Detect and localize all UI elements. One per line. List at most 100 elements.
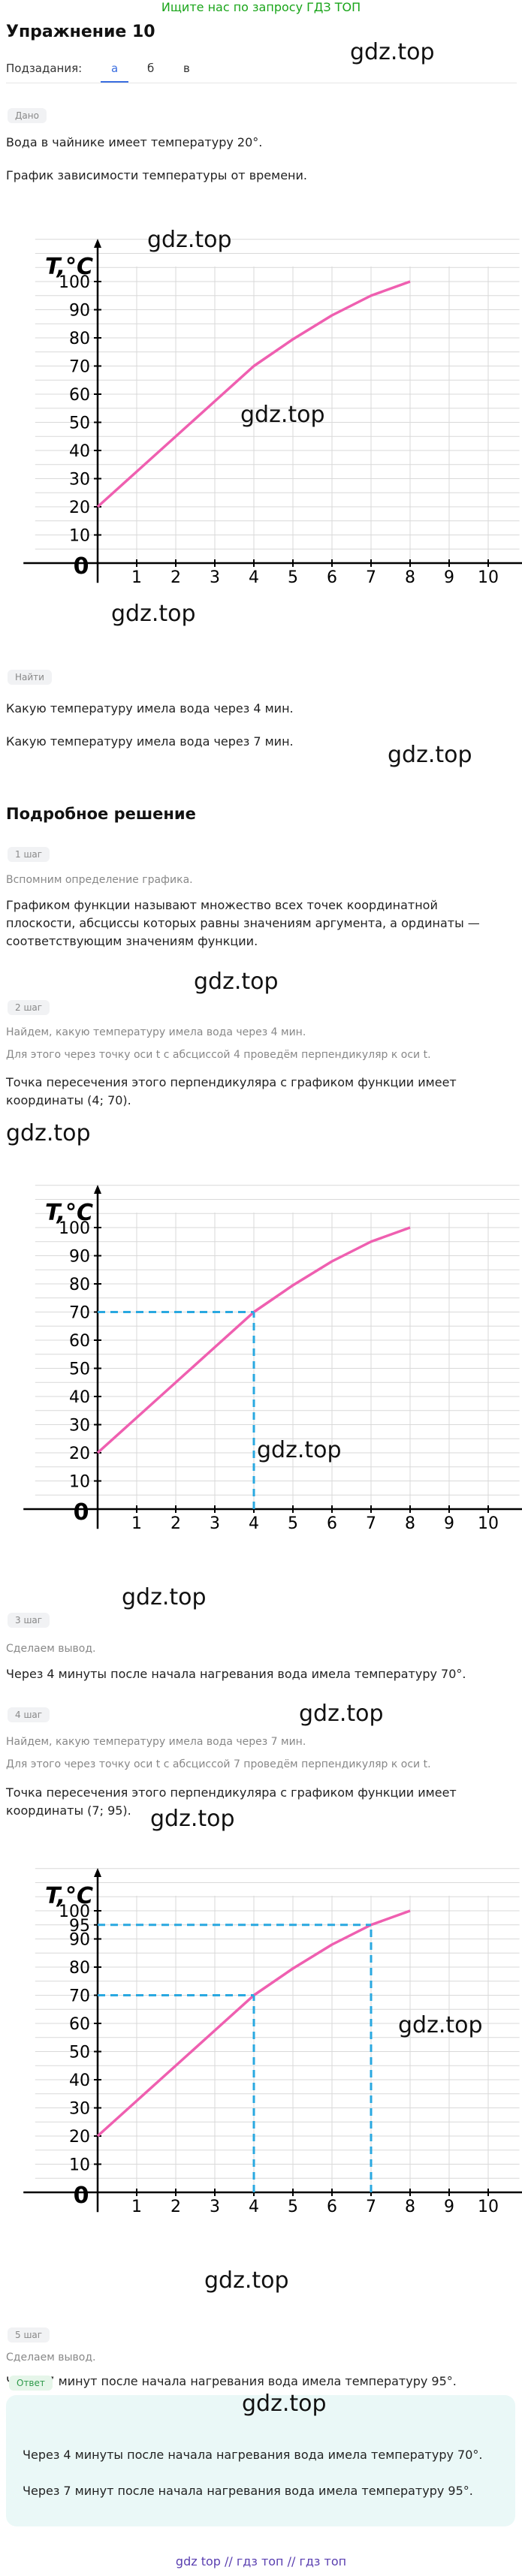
step-3-text: Через 4 минуты после начала нагревания в… bbox=[6, 1667, 466, 1681]
y-tick-label: 40 bbox=[69, 2071, 90, 2090]
answer-text-2: Через 7 минут после начала нагревания во… bbox=[23, 2484, 473, 2498]
x-tick-label: 9 bbox=[444, 1514, 454, 1533]
watermark: gdz.top bbox=[388, 742, 472, 768]
footer-links[interactable]: gdz top // гдз топ // гдз топ bbox=[175, 2554, 347, 2568]
x-tick-label: 6 bbox=[327, 568, 337, 587]
x-tick-label: 6 bbox=[327, 1514, 337, 1533]
y-tick-label: 20 bbox=[69, 1445, 90, 1463]
answer-badge: Ответ bbox=[9, 2376, 53, 2391]
x-tick-label: 8 bbox=[405, 1514, 415, 1533]
step-4-hint-1: Найдем, какую температуру имела вода чер… bbox=[6, 1736, 306, 1748]
watermark: gdz.top bbox=[147, 227, 232, 253]
x-tick-label: 2 bbox=[170, 568, 181, 587]
x-tick-label: 0 bbox=[74, 2183, 89, 2209]
y-tick-label: 40 bbox=[69, 1388, 90, 1407]
step-3-badge: 3 шаг bbox=[8, 1613, 50, 1628]
y-tick-label: 50 bbox=[69, 2044, 90, 2062]
watermark: gdz.top bbox=[398, 2012, 483, 2038]
watermark: gdz.top bbox=[122, 1584, 207, 1610]
subtasks-label: Подзадания: bbox=[6, 62, 83, 75]
step-1-hint: Вспомним определение графика. bbox=[6, 874, 193, 886]
tab-b[interactable]: б bbox=[147, 62, 155, 75]
x-tick-label: 5 bbox=[288, 2198, 298, 2216]
x-tick-label: 6 bbox=[327, 2198, 337, 2216]
watermark: gdz.top bbox=[240, 402, 325, 428]
x-tick-label: 9 bbox=[444, 568, 454, 587]
tab-v[interactable]: в bbox=[183, 62, 190, 75]
step-2-hint-2: Для этого через точку оси t с абсциссой … bbox=[6, 1049, 431, 1061]
step-5-badge: 5 шаг bbox=[8, 2327, 50, 2343]
x-tick-label: 3 bbox=[210, 2198, 220, 2216]
y-tick-label: 50 bbox=[69, 414, 90, 433]
watermark: gdz.top bbox=[204, 2267, 289, 2294]
y-tick-label: 10 bbox=[69, 2156, 90, 2175]
y-tick-label: 50 bbox=[69, 1360, 90, 1379]
y-axis-arrow bbox=[94, 239, 101, 248]
x-tick-label: 10 bbox=[478, 1514, 499, 1533]
y-tick-label: 60 bbox=[69, 1332, 90, 1351]
answer-box bbox=[6, 2395, 515, 2526]
temperature-curve bbox=[96, 280, 411, 508]
given-text-2: График зависимости температуры от времен… bbox=[6, 168, 307, 182]
y-tick-label: 80 bbox=[69, 1959, 90, 1978]
y-tick-label: 90 bbox=[69, 302, 90, 321]
step-3-hint: Сделаем вывод. bbox=[6, 1643, 96, 1655]
watermark: gdz.top bbox=[111, 601, 196, 627]
top-search-link[interactable]: Ищите нас по запросу ГДЗ ТОП bbox=[161, 0, 361, 14]
y-tick-label: 100 bbox=[59, 273, 90, 292]
watermark: gdz.top bbox=[150, 1806, 235, 1832]
x-tick-label: 7 bbox=[366, 568, 376, 587]
x-tick-label: 4 bbox=[249, 568, 259, 587]
exercise-title: Упражнение 10 bbox=[6, 23, 155, 41]
x-tick-label: 7 bbox=[366, 2198, 376, 2216]
watermark: gdz.top bbox=[194, 969, 279, 995]
x-tick-label: 1 bbox=[131, 1514, 142, 1533]
y-tick-label: 100 bbox=[59, 1219, 90, 1238]
step-4-hint-2: Для этого через точку оси t с абсциссой … bbox=[6, 1758, 431, 1770]
watermark: gdz.top bbox=[350, 39, 435, 65]
subtasks-bar: Подзадания: а б в bbox=[6, 62, 190, 83]
y-tick-label: 30 bbox=[69, 2100, 90, 2119]
y-tick-label: 30 bbox=[69, 1417, 90, 1436]
watermark: gdz.top bbox=[6, 1120, 91, 1146]
y-axis-label: T,°C bbox=[45, 1883, 93, 1909]
watermark: gdz.top bbox=[299, 1701, 384, 1727]
y-tick-label: 40 bbox=[69, 442, 90, 461]
y-tick-label: 10 bbox=[69, 527, 90, 546]
x-tick-label: 10 bbox=[478, 2198, 499, 2216]
solution-title: Подробное решение bbox=[6, 805, 196, 823]
x-tick-label: 5 bbox=[288, 1514, 298, 1533]
y-tick-label: 80 bbox=[69, 1276, 90, 1294]
y-axis-label: T,°C bbox=[45, 1200, 93, 1226]
x-tick-label: 8 bbox=[405, 568, 415, 587]
y-tick-label: 70 bbox=[69, 1987, 90, 2006]
y-tick-label: 20 bbox=[69, 2128, 90, 2147]
x-tick-label: 5 bbox=[288, 568, 298, 587]
y-tick-label: 70 bbox=[69, 1304, 90, 1323]
y-tick-label: 10 bbox=[69, 1473, 90, 1492]
y-axis-arrow bbox=[94, 1868, 101, 1877]
x-tick-label: 4 bbox=[249, 2198, 259, 2216]
x-tick-label: 0 bbox=[74, 1499, 89, 1526]
y-tick-label: 100 bbox=[59, 1903, 90, 1921]
y-tick-label: 30 bbox=[69, 471, 90, 490]
given-text-1: Вода в чайнике имеет температуру 20°. bbox=[6, 135, 263, 149]
x-tick-label: 0 bbox=[74, 553, 89, 580]
x-tick-label: 8 bbox=[405, 2198, 415, 2216]
step-4-text: Точка пересечения этого перпендикуляра с… bbox=[6, 1785, 457, 1818]
x-tick-label: 2 bbox=[170, 1514, 181, 1533]
step-1-badge: 1 шаг bbox=[8, 847, 50, 862]
tab-a[interactable]: а bbox=[100, 62, 129, 83]
find-badge: Найти bbox=[8, 670, 52, 685]
x-tick-label: 1 bbox=[131, 2198, 142, 2216]
y-tick-label: 70 bbox=[69, 358, 90, 377]
x-tick-label: 10 bbox=[478, 568, 499, 587]
step-1-text: Графиком функции называют множество всех… bbox=[6, 898, 480, 948]
y-tick-label: 95 bbox=[69, 1917, 90, 1936]
answer-text-1: Через 4 минуты после начала нагревания в… bbox=[23, 2448, 483, 2462]
y-tick-label: 90 bbox=[69, 1931, 90, 1950]
find-text-1: Какую температуру имела вода через 4 мин… bbox=[6, 701, 294, 716]
x-tick-label: 3 bbox=[210, 568, 220, 587]
